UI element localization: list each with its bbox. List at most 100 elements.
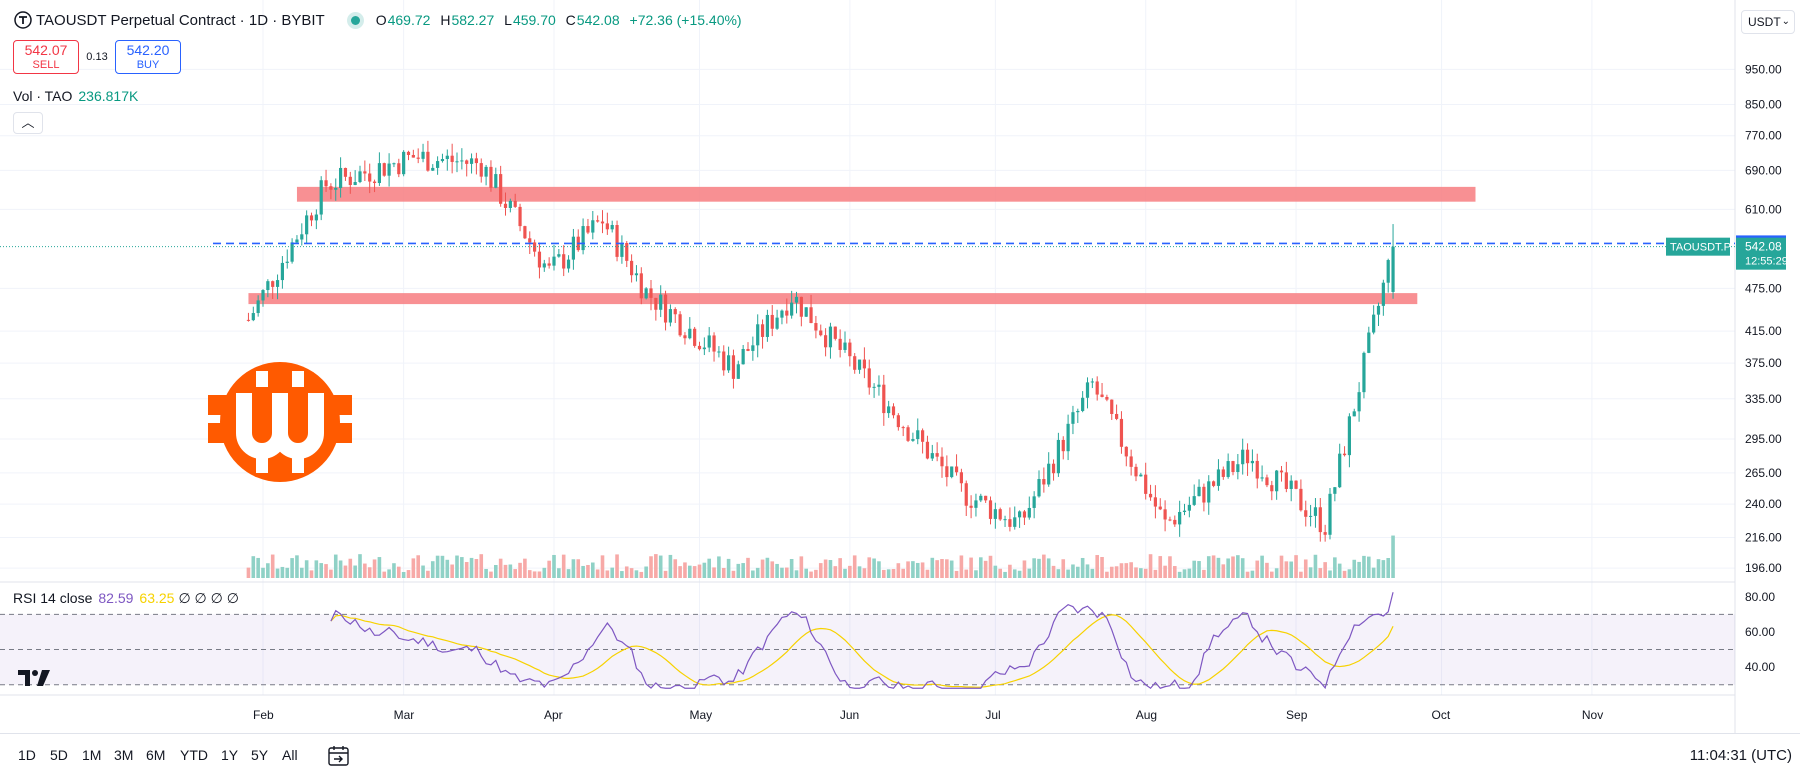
tradingview-logo-icon[interactable] [18,668,52,688]
candle-body [494,174,498,188]
candle-body [649,288,653,298]
volume-bar [1347,569,1352,578]
candle-body [377,163,381,184]
candle-body [707,335,711,348]
volume-bar [930,557,935,578]
volume-bar [1255,560,1260,578]
volume-bar [1284,561,1289,578]
range-ytd-button[interactable]: YTD [180,747,208,763]
volume-bar [935,560,939,578]
buy-button[interactable]: 542.20 BUY [115,40,181,74]
candle-body [280,262,284,281]
volume-bar [896,563,901,578]
volume-bar [469,557,474,578]
candle-body [387,163,391,176]
rsi-legend[interactable]: RSI 14 close 82.59 63.25 ∅ ∅ ∅ ∅ [13,590,239,607]
price-tick-label: 295.00 [1745,432,1782,446]
candle-body [290,242,294,262]
volume-bar [1119,563,1124,578]
volume-bar [1371,567,1376,578]
candle-body [1003,519,1007,521]
volume-bar [581,565,585,578]
candle-body [421,151,425,159]
candle-body [1275,470,1279,492]
volume-bar [1328,570,1332,578]
candle-body [1212,481,1216,486]
utc-clock[interactable]: 11:04:31 (UTC) [1689,747,1792,764]
sell-button[interactable]: 542.07 SELL [13,40,79,74]
calendar-goto-icon[interactable] [326,744,352,768]
volume-bar [843,568,847,578]
volume-bar [547,560,551,578]
candle-body [712,335,716,352]
volume-bar [1080,557,1085,578]
volume-legend[interactable]: Vol · TAO 236.817K [13,88,138,104]
volume-bar [789,558,794,578]
volume-bar [838,558,842,578]
range-1d-button[interactable]: 1D [18,747,36,763]
candle-body [1347,416,1351,456]
currency-selector[interactable]: USDT ⌄ [1741,10,1795,34]
candle-body [1236,464,1240,472]
chevron-up-icon: ︿ [21,115,35,130]
volume-bar [261,567,265,578]
candle-body [809,307,813,324]
volume-bar [484,568,488,578]
volume-bar [1197,561,1201,578]
candle-body [392,163,396,165]
volume-bar [1090,568,1095,578]
range-5y-button[interactable]: 5Y [251,747,269,763]
rsi-tick-label: 40.00 [1745,660,1775,674]
volume-bar [358,554,362,578]
volume-bar [785,567,789,578]
volume-bar [377,557,382,578]
candle-body [828,326,833,348]
candle-body [1304,510,1308,517]
candle-body [775,317,779,329]
candle-body [440,159,445,162]
candle-body [906,427,910,441]
volume-bar [455,555,459,578]
range-3m-button[interactable]: 3M [114,747,134,763]
range-5d-button[interactable]: 5D [50,747,68,763]
candle-body [382,163,386,176]
range-6m-button[interactable]: 6M [146,747,166,763]
candle-body [503,203,508,208]
range-1y-button[interactable]: 1Y [221,747,239,763]
price-chart[interactable]: 950.00 850.00 770.00 690.00 610.00 475.00 415.… [0,0,1800,733]
volume-bar [983,560,988,578]
volume-bar [333,554,338,578]
change-value: +72.36 (+15.40%) [629,12,742,28]
candle-body [1279,470,1284,473]
candle-body [833,326,837,339]
candle-body [746,348,750,351]
candle-body [974,500,978,508]
candle-body [1338,453,1342,488]
volume-bar [1260,555,1264,578]
volume-bar [891,569,896,578]
volume-bar [1250,570,1255,578]
candle-body [1129,456,1133,467]
range-1m-button[interactable]: 1M [82,747,102,763]
candle-body [523,226,527,239]
range-all-button[interactable]: All [282,747,298,763]
candle-body [1323,532,1327,535]
volume-bar [901,568,905,578]
volume-bar [1109,566,1114,578]
volume-bar [1085,564,1090,578]
volume-bar [760,559,765,578]
volume-bar [697,564,702,578]
collapse-legend-button[interactable]: ︿ [13,112,43,134]
high-value: 582.27 [451,12,495,28]
candle-body [857,359,862,370]
chart-title[interactable]: TAOUSDT Perpetual Contract · 1D · BYBIT [36,11,325,29]
candle-body [1061,439,1065,452]
volume-bar [954,570,959,578]
candle-body [246,319,251,321]
volume-bar [615,554,619,578]
volume-bar [566,569,571,578]
candle-body [1173,519,1177,525]
rsi-label: RSI 14 close [13,590,93,606]
volume-bar [673,559,678,578]
